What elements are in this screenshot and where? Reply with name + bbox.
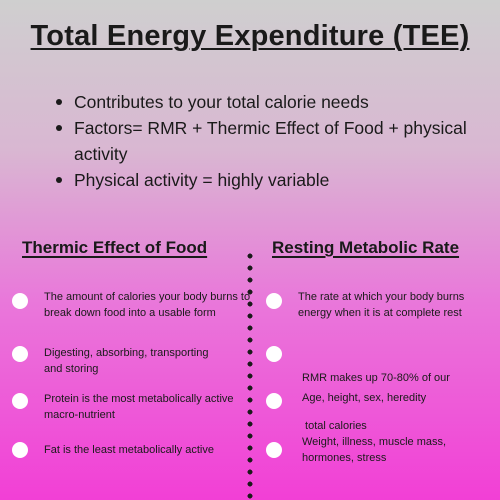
summary-bullet-list: Contributes to your total calorie needs … [56,89,476,193]
summary-bullet: Contributes to your total calorie needs [56,89,476,115]
thermic-effect-item: Protein is the most metabolically active… [44,391,234,423]
bullet-circle-icon [12,293,28,309]
resting-metabolic-rate-item: Age, height, sex, heredity [302,390,426,406]
bullet-circle-icon [12,442,28,458]
bullet-circle-icon [266,293,282,309]
dotted-divider [247,250,253,500]
resting-metabolic-rate-heading: Resting Metabolic Rate [272,238,460,257]
item-line: The rate at which your body burns [298,291,465,303]
bullet-circle-icon [12,393,28,409]
bullet-circle-icon [266,393,282,409]
thermic-effect-item: Digesting, absorbing, transporting and s… [44,345,208,377]
item-line: hormones, stress [302,452,387,464]
thermic-effect-item: Fat is the least metabolically active [44,442,214,458]
item-line: macro-nutrient [44,409,115,421]
resting-metabolic-rate-item: Weight, illness, muscle mass, hormones, … [302,434,446,466]
thermic-effect-heading: Thermic Effect of Food [22,238,208,257]
summary-bullet: Physical activity = highly variable [56,167,476,193]
item-line: Age, height, sex, heredity [302,392,427,404]
item-line: energy when it is at complete rest [298,307,462,319]
item-line: Fat is the least metabolically active [44,444,214,456]
item-line: The amount of calories your body burns t… [44,291,251,303]
item-line: RMR makes up 70-80% of our [302,372,450,384]
bullet-circle-icon [266,346,282,362]
item-line: and storing [44,363,99,375]
summary-bullet: Factors= RMR + Thermic Effect of Food + … [56,115,476,167]
item-line: Weight, illness, muscle mass, [302,436,447,448]
resting-metabolic-rate-item: The rate at which your body burns energy… [298,289,464,321]
page-title: Total Energy Expenditure (TEE) [30,20,470,52]
item-line: break down food into a usable form [44,307,216,319]
bullet-circle-icon [266,442,282,458]
thermic-effect-item: The amount of calories your body burns t… [44,289,250,321]
item-line: Protein is the most metabolically active [44,393,234,405]
item-line: Digesting, absorbing, transporting [44,347,209,359]
resting-metabolic-rate-item: RMR makes up 70-80% of our total calorie… [302,338,450,466]
bullet-circle-icon [12,346,28,362]
item-line: total calories [302,420,367,432]
